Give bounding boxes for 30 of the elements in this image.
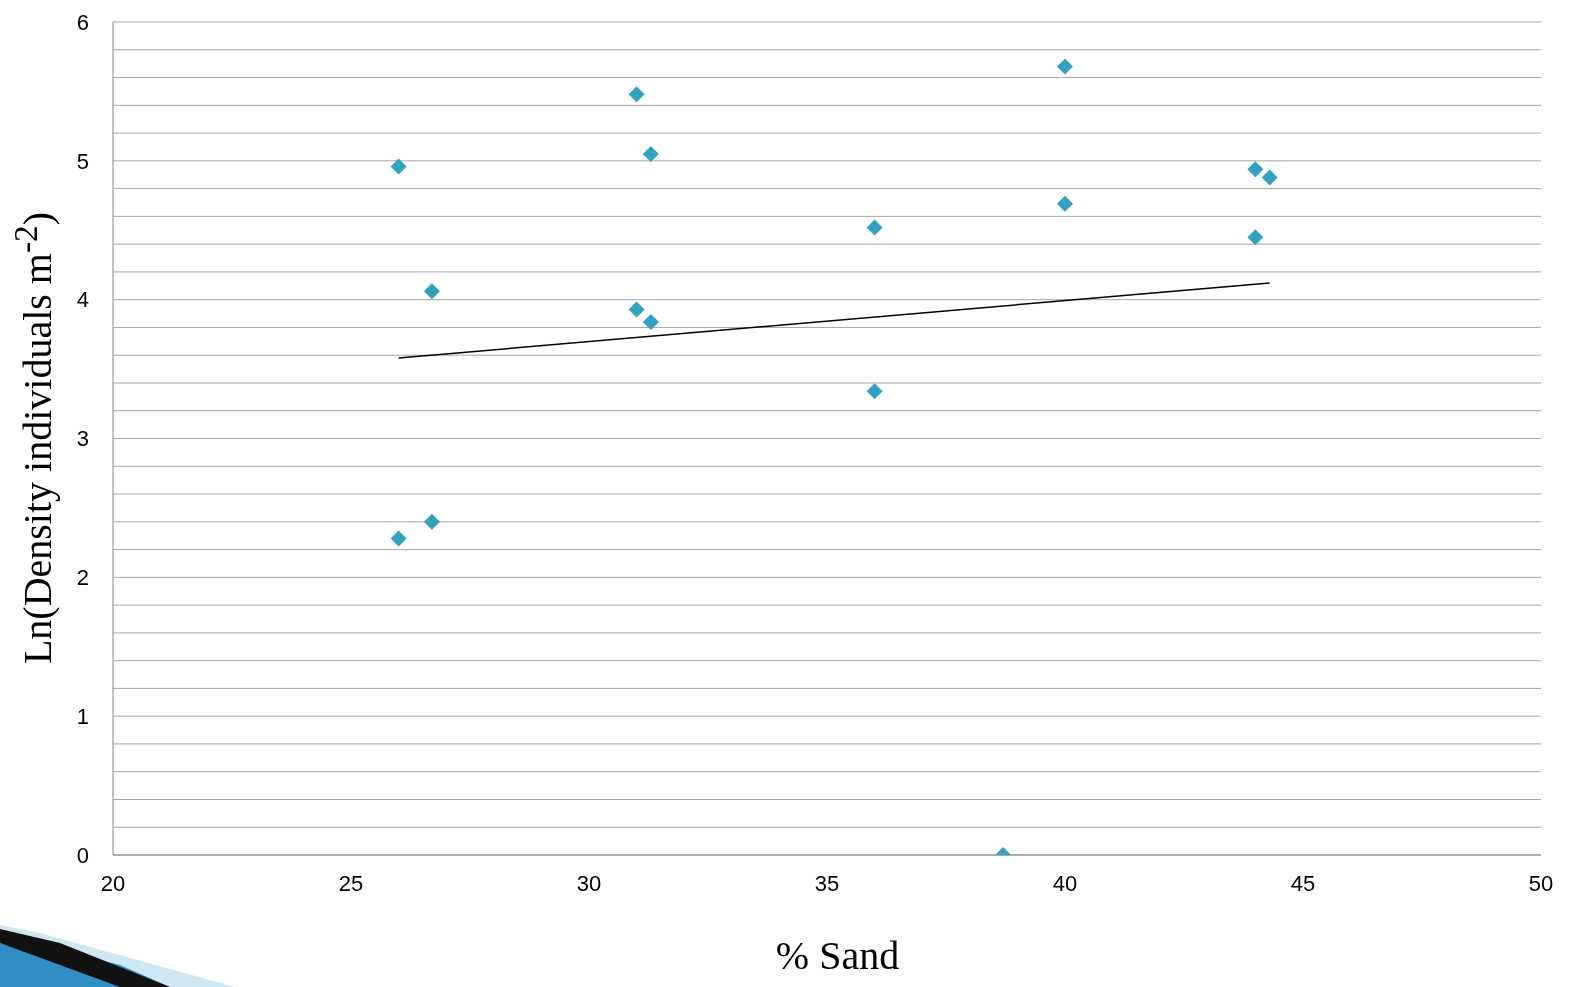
point [628, 86, 645, 103]
point [1247, 161, 1264, 178]
y-tick-label: 0 [76, 842, 89, 868]
point [642, 313, 659, 330]
point [642, 145, 659, 162]
point [866, 383, 883, 400]
y-tick-label: 6 [76, 9, 89, 35]
x-tick-label: 25 [338, 870, 364, 896]
x-tick-label: 40 [1052, 870, 1078, 896]
point [866, 219, 883, 236]
x-tick-label: 30 [576, 870, 602, 896]
point [423, 283, 440, 300]
y-tick-label: 2 [76, 565, 89, 591]
point [1057, 58, 1073, 75]
x-tick-label: 20 [100, 870, 126, 896]
point [1261, 169, 1278, 186]
x-tick-label: 35 [814, 870, 840, 896]
y-tick-label: 1 [76, 703, 89, 729]
point [1247, 229, 1264, 246]
y-tick-label: 5 [76, 148, 89, 174]
point [390, 530, 407, 547]
y-tick-label: 3 [76, 426, 89, 452]
x-tick-label: 45 [1290, 870, 1316, 896]
point [423, 513, 440, 530]
x-tick-label: 50 [1528, 870, 1554, 896]
point [390, 158, 407, 175]
point [1057, 195, 1073, 212]
x-axis-title: % Sand [774, 932, 901, 979]
point [628, 301, 645, 318]
y-tick-label: 4 [76, 287, 89, 313]
